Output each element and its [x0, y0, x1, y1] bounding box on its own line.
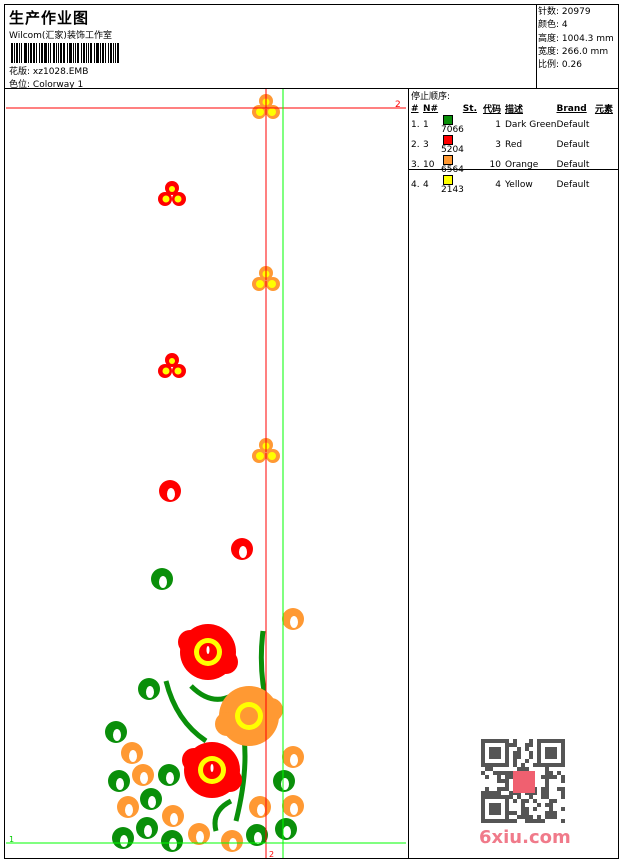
color-swatch	[443, 135, 453, 145]
color-swatch	[443, 155, 453, 165]
design-height: 高度: 1004.3 mm	[538, 33, 614, 44]
guide-label-top: 2	[395, 100, 401, 110]
watermark: 6xiu.com	[479, 827, 571, 848]
stop-sequence: 停止顺序: # N# St. 代码 描述 Brand 元素 1. 1 7066 1…	[409, 89, 618, 195]
page-title: 生产作业图	[9, 9, 90, 27]
stop-row: 3. 10 6564 10 Orange Default	[411, 155, 616, 175]
design-info: 针数: 20979 颜色: 4 高度: 1004.3 mm 宽度: 266.0 …	[536, 4, 619, 89]
design-scale: 比例: 0.26	[538, 60, 582, 71]
stop-row: 4. 4 2143 4 Yellow Default	[411, 175, 616, 195]
barcode	[11, 43, 120, 63]
color-swatch	[443, 175, 453, 185]
guide-label-left: 1	[9, 835, 14, 844]
stitch-count: 针数: 20979	[538, 7, 591, 17]
embroidery-motifs	[105, 94, 304, 852]
company-name: Wilcom(汇家)装饰工作室	[9, 31, 112, 41]
color-swatch	[443, 115, 453, 125]
design-width: 宽度: 266.0 mm	[538, 46, 609, 57]
stop-row: 2. 3 5204 3 Red Default	[411, 135, 616, 155]
color-count: 颜色: 4	[538, 20, 568, 31]
qr-code	[481, 739, 565, 823]
header: 生产作业图 Wilcom(汇家)装饰工作室 花版: xz1028.EMB 色位:…	[4, 4, 537, 90]
stop-row: 1. 1 7066 1 Dark Green Default	[411, 115, 616, 135]
embroidery-canvas: 2 1 2	[6, 89, 406, 859]
design-file: 花版: xz1028.EMB	[9, 67, 89, 77]
colorway: 色位: Colorway 1	[9, 80, 84, 90]
design-preview: 2 1 2	[4, 88, 409, 859]
guide-label-bottom: 2	[269, 850, 274, 858]
stop-sequence-table: # N# St. 代码 描述 Brand 元素 1. 1 7066 1 Dark …	[411, 102, 616, 196]
stop-sequence-title: 停止顺序:	[411, 92, 451, 102]
right-panel: 停止顺序: # N# St. 代码 描述 Brand 元素 1. 1 7066 1…	[408, 88, 619, 859]
